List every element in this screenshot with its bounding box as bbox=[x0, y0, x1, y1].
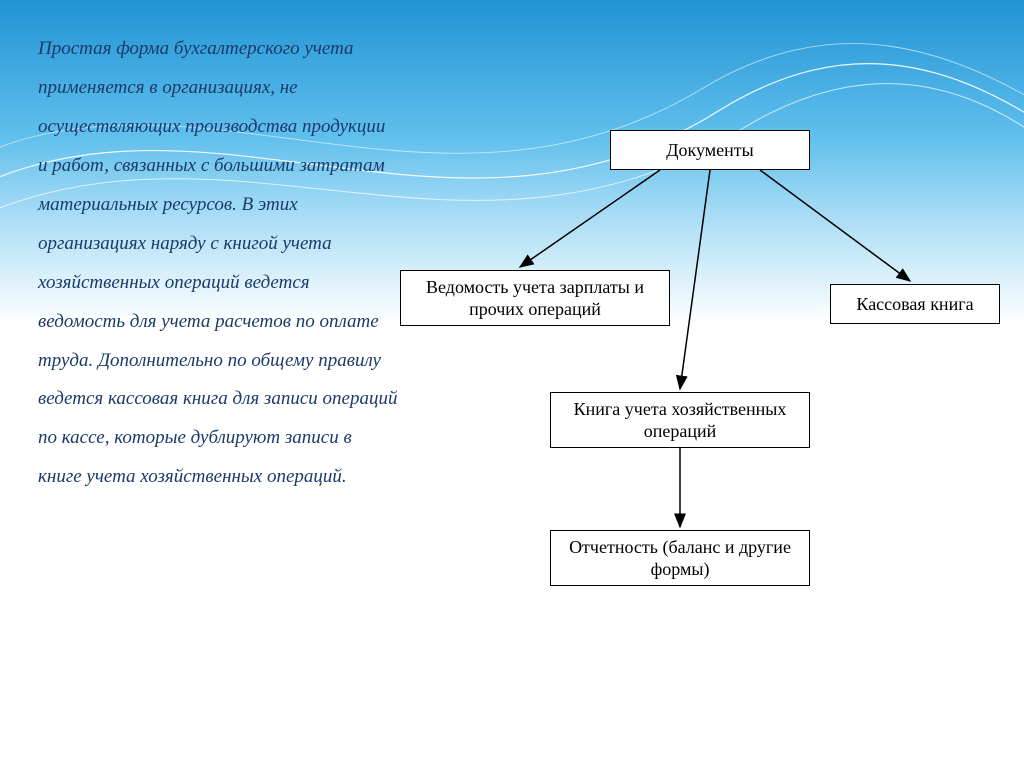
node-label: Отчетность (баланс и другие формы) bbox=[561, 536, 799, 581]
description-paragraph: Простая форма бухгалтерского учета приме… bbox=[38, 30, 398, 497]
node-label: Документы bbox=[666, 139, 754, 162]
node-label: Книга учета хозяйственных операций bbox=[561, 398, 799, 443]
node-operations: Книга учета хозяйственных операций bbox=[550, 392, 810, 448]
node-ledger: Ведомость учета зарплаты и прочих операц… bbox=[400, 270, 670, 326]
slide: Простая форма бухгалтерского учета приме… bbox=[0, 0, 1024, 768]
flowchart: Документы Ведомость учета зарплаты и про… bbox=[400, 130, 1010, 630]
node-cashbook: Кассовая книга bbox=[830, 284, 1000, 324]
node-label: Ведомость учета зарплаты и прочих операц… bbox=[411, 276, 659, 321]
node-documents: Документы bbox=[610, 130, 810, 170]
node-reporting: Отчетность (баланс и другие формы) bbox=[550, 530, 810, 586]
node-label: Кассовая книга bbox=[856, 293, 973, 316]
